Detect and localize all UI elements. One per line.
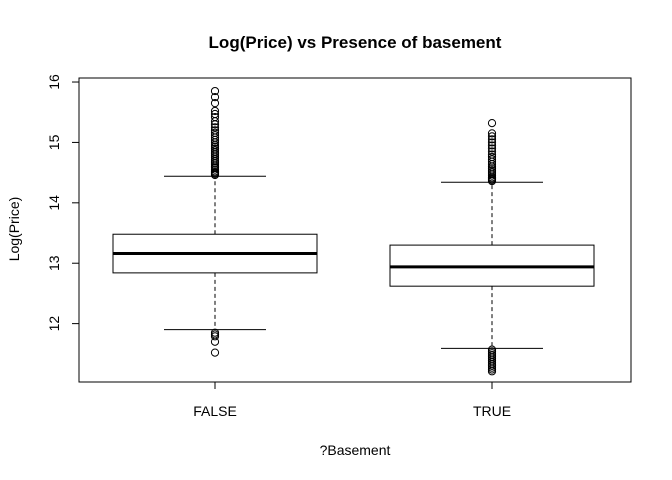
- box-true: [389, 118, 595, 376]
- outlier-point: [210, 123, 220, 132]
- x-tick-label: FALSE: [193, 403, 237, 419]
- outlier-point: [487, 129, 497, 138]
- outlier-point: [487, 135, 497, 144]
- outlier-point: [210, 109, 220, 119]
- outlier-point: [487, 144, 497, 153]
- y-tick-label: 13: [46, 255, 62, 271]
- outlier-point: [487, 150, 497, 159]
- y-tick-label: 14: [46, 195, 62, 211]
- y-tick-label: 16: [46, 74, 62, 90]
- chart-title: Log(Price) vs Presence of basement: [209, 33, 502, 52]
- outlier-point: [210, 86, 220, 96]
- outlier-point: [487, 138, 497, 147]
- outlier-point: [210, 332, 220, 341]
- outlier-point: [487, 141, 497, 150]
- x-axis-label: ?Basement: [320, 442, 391, 458]
- outlier-point: [487, 367, 497, 376]
- x-axis: FALSE TRUE: [193, 382, 511, 419]
- outlier-point: [210, 126, 220, 135]
- x-tick-label: TRUE: [473, 403, 511, 419]
- outlier-point: [210, 128, 220, 137]
- y-axis-label: Log(Price): [6, 197, 22, 262]
- y-tick-label: 12: [46, 316, 62, 332]
- y-axis: 12 13 14 15 16: [46, 74, 80, 332]
- boxes: [112, 86, 595, 376]
- outlier-point: [487, 147, 497, 156]
- outlier-point: [487, 152, 497, 162]
- outlier-point: [210, 99, 220, 108]
- outlier-point: [210, 93, 220, 102]
- outlier-point: [487, 132, 497, 141]
- outlier-point: [210, 131, 220, 140]
- outlier-point: [487, 118, 497, 128]
- outlier-point: [487, 155, 497, 164]
- plot-frame: [78, 77, 632, 383]
- outlier-point: [210, 337, 220, 346]
- outlier-point: [210, 348, 220, 357]
- y-tick-label: 15: [46, 134, 62, 150]
- outlier-point: [210, 112, 220, 122]
- box-false: [112, 86, 318, 357]
- outlier-point: [210, 106, 220, 116]
